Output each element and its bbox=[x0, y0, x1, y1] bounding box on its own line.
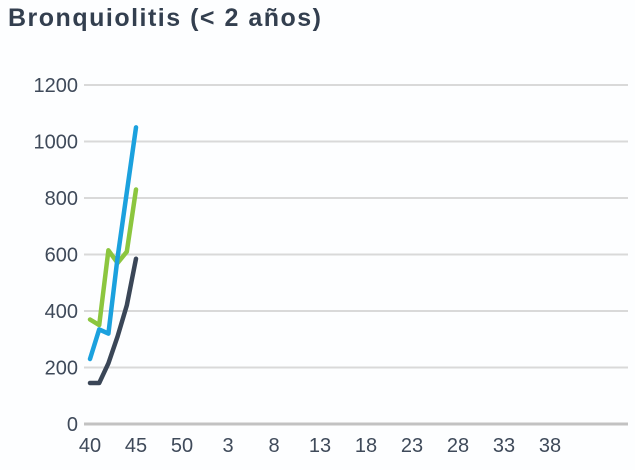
y-tick-label: 200 bbox=[45, 358, 78, 380]
x-tick-label: 38 bbox=[539, 435, 561, 457]
x-tick-label: 50 bbox=[171, 435, 193, 457]
x-tick-label: 33 bbox=[493, 435, 515, 457]
y-tick-label: 0 bbox=[67, 414, 78, 436]
series-blue-line bbox=[87, 125, 139, 362]
x-tick-label: 18 bbox=[355, 435, 377, 457]
y-tick-label: 400 bbox=[45, 301, 78, 323]
x-tick-label: 40 bbox=[79, 435, 101, 457]
y-tick-label: 1200 bbox=[34, 75, 79, 97]
x-tick-label: 13 bbox=[309, 435, 331, 457]
chart-title: Bronquiolitis (< 2 años) bbox=[8, 4, 323, 32]
series-dark-navy-line bbox=[87, 256, 139, 386]
y-tick-label: 800 bbox=[45, 188, 78, 210]
x-tick-label: 3 bbox=[222, 435, 233, 457]
x-tick-label: 45 bbox=[125, 435, 147, 457]
x-tick-label: 23 bbox=[401, 435, 423, 457]
x-tick-label: 28 bbox=[447, 435, 469, 457]
y-tick-label: 600 bbox=[45, 245, 78, 267]
series-green-line bbox=[87, 187, 139, 328]
x-tick-label: 8 bbox=[268, 435, 279, 457]
y-tick-label: 1000 bbox=[34, 132, 79, 154]
